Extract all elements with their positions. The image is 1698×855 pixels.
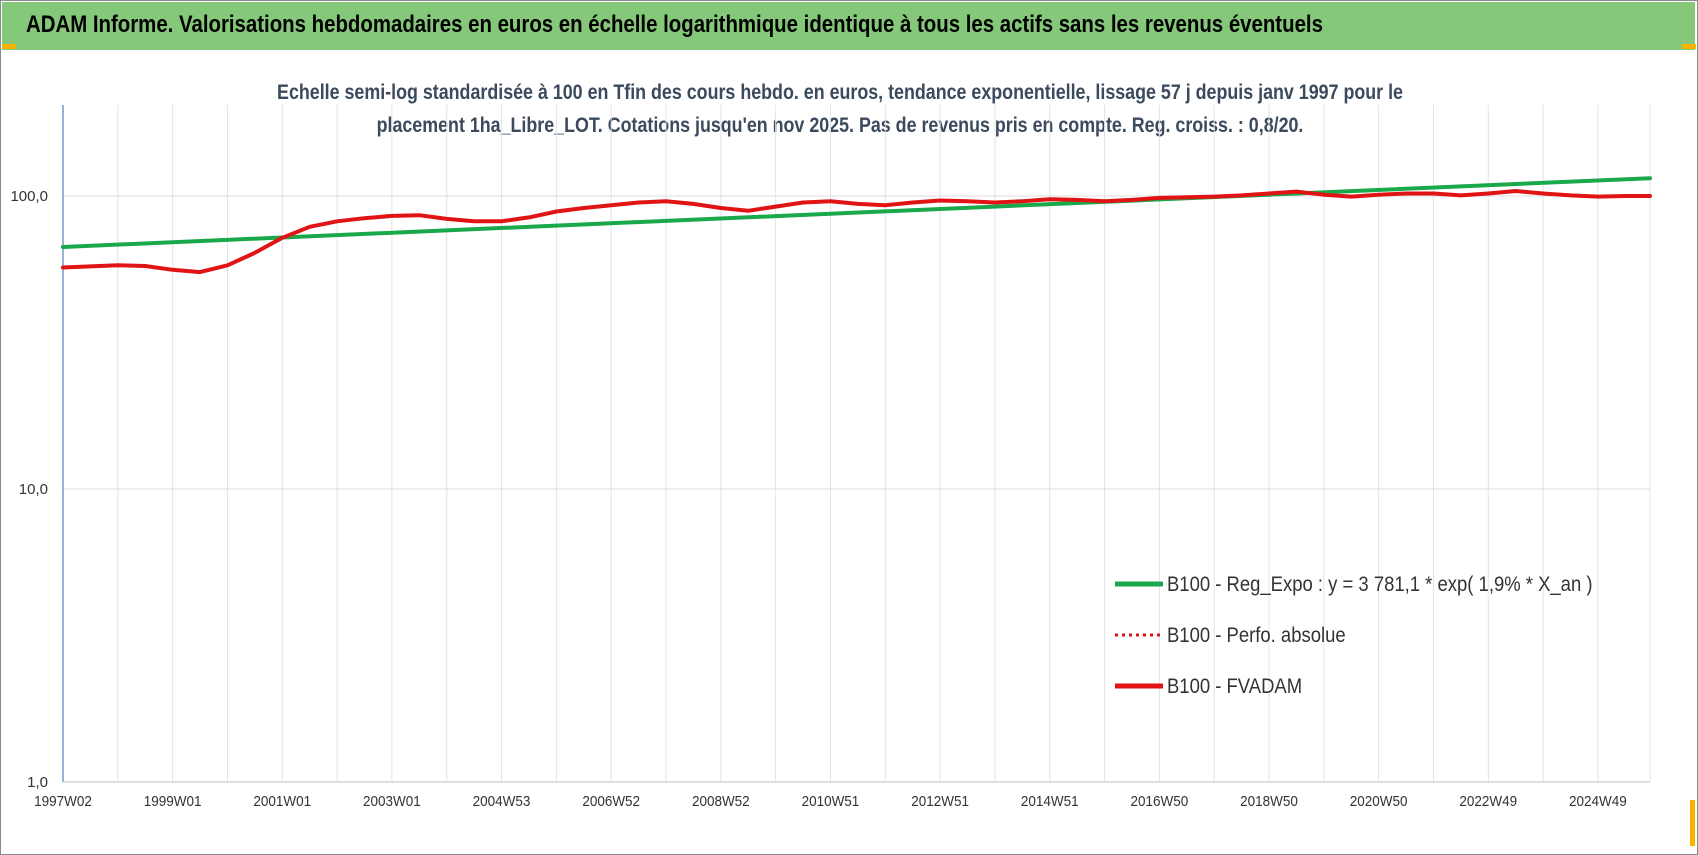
x-tick-label: 1997W02 (34, 793, 92, 810)
page-title: ADAM Informe. Valorisations hebdomadaire… (26, 11, 1323, 38)
y-tick-label: 100,0 (10, 188, 48, 205)
series-line-2 (61, 189, 1652, 275)
x-tick-label: 2006W52 (582, 793, 640, 810)
x-tick-label: 2014W51 (1021, 793, 1079, 810)
x-tick-label: 2004W53 (473, 793, 531, 810)
x-tick-label: 2016W50 (1131, 793, 1189, 810)
x-tick-label: 2003W01 (363, 793, 421, 810)
legend: B100 - Reg_Expo : y = 3 781,1 * exp( 1,9… (1115, 573, 1593, 698)
resize-handle-bottom-right[interactable] (1690, 800, 1695, 846)
resize-handle-top-right[interactable] (1682, 44, 1696, 49)
x-tick-label: 2018W50 (1240, 793, 1298, 810)
y-tick-label: 1,0 (27, 774, 48, 791)
chart-title-line-2: placement 1ha_Libre_LOT. Cotations jusqu… (376, 114, 1304, 137)
x-tick-label: 2008W52 (692, 793, 750, 810)
y-tick-label: 10,0 (19, 481, 48, 498)
chart-title: Echelle semi-log standardisée à 100 en T… (140, 76, 1540, 142)
series-layer (61, 176, 1652, 275)
x-tick-label: 1999W01 (144, 793, 202, 810)
legend-label-0: B100 - Reg_Expo : y = 3 781,1 * exp( 1,9… (1167, 573, 1593, 596)
x-tick-label: 2022W49 (1459, 793, 1517, 810)
x-tick-label: 2010W51 (802, 793, 860, 810)
x-tick-label: 2024W49 (1569, 793, 1627, 810)
resize-handle-top-left[interactable] (2, 44, 16, 49)
x-tick-label: 2012W51 (911, 793, 969, 810)
grid-layer (63, 105, 1651, 783)
legend-label-2: B100 - FVADAM (1167, 675, 1302, 698)
x-tick-label: 2001W01 (253, 793, 311, 810)
series-line-0 (61, 176, 1652, 249)
axis-layer: 1,0 10,0 100,0 1997W02 1999W01 2001W01 2003W01… (10, 105, 1650, 810)
chart-title-line-1: Echelle semi-log standardisée à 100 en T… (277, 81, 1403, 104)
header-banner: ADAM Informe. Valorisations hebdomadaire… (2, 2, 1695, 50)
x-tick-label: 2020W50 (1350, 793, 1408, 810)
legend-label-1: B100 - Perfo. absolue (1167, 624, 1346, 647)
